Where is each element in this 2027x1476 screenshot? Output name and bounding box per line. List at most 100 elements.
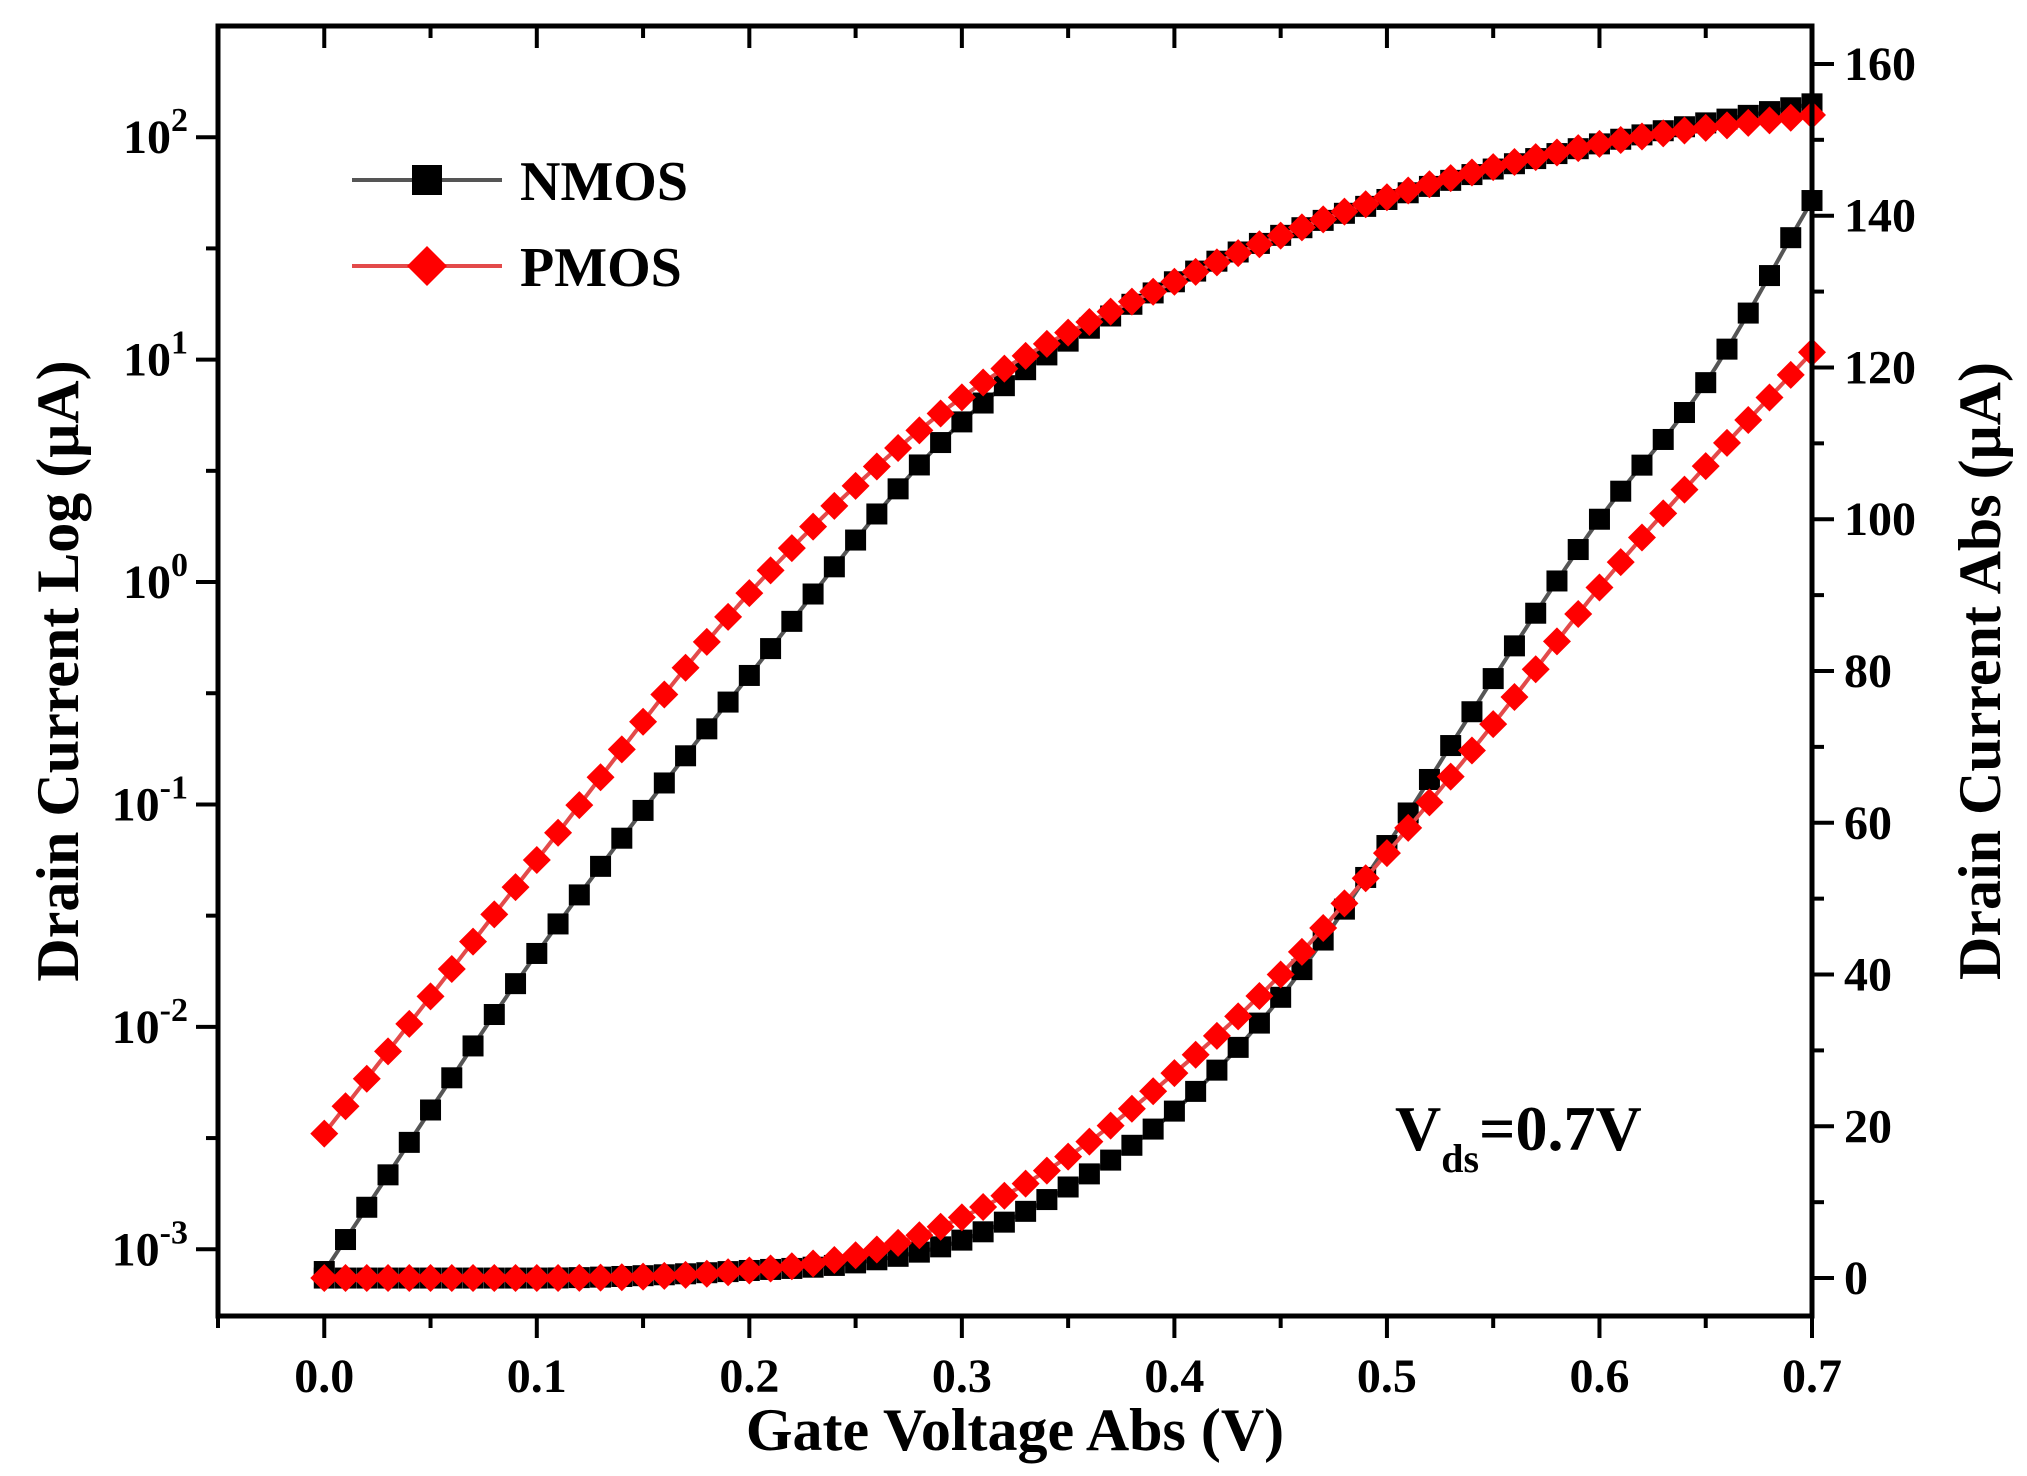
pmos-marker [352, 1064, 381, 1093]
nmos-marker [1737, 302, 1759, 324]
pmos-marker [1054, 1142, 1083, 1171]
pmos-marker [1712, 111, 1741, 140]
nmos-marker [717, 691, 739, 713]
x-axis-title: Gate Voltage Abs (V) [746, 1397, 1284, 1463]
pmos-marker [969, 1193, 998, 1222]
nmos-marker [781, 610, 803, 632]
pmos-marker [1606, 125, 1635, 154]
pmos-marker [1394, 176, 1423, 205]
pmos-marker [735, 579, 764, 608]
pmos-marker [926, 1212, 955, 1241]
nmos-marker [335, 1229, 357, 1251]
nmos-marker [1525, 602, 1547, 624]
nmos-marker [1695, 372, 1717, 394]
nmos-marker [1673, 402, 1695, 424]
nmos-marker [1397, 802, 1419, 824]
nmos-marker [1036, 1189, 1058, 1211]
pmos-marker [1139, 1077, 1168, 1106]
pmos-marker [331, 1264, 360, 1293]
pmos-marker [565, 1263, 594, 1292]
pmos-marker [1096, 1111, 1125, 1140]
pmos-marker [841, 471, 870, 500]
nmos-marker [1503, 635, 1525, 657]
pmos-marker [437, 1264, 466, 1293]
y-right-tick-label: 60 [1844, 797, 1892, 850]
pmos-marker [544, 818, 573, 847]
pmos-marker [522, 1264, 551, 1293]
nmos-marker [1610, 480, 1632, 502]
pmos-marker [544, 1264, 573, 1293]
nmos-marker [1185, 1080, 1207, 1102]
pmos-marker [1776, 360, 1805, 389]
nmos-marker [972, 1221, 994, 1243]
pmos-marker [1564, 599, 1593, 628]
pmos-marker [565, 791, 594, 820]
legend: NMOS PMOS [352, 151, 688, 299]
pmos-marker [692, 627, 721, 656]
pmos-marker [777, 534, 806, 563]
x-tick-label: 0.5 [1357, 1350, 1417, 1403]
pmos-marker [1755, 383, 1784, 412]
nmos-marker [930, 1236, 952, 1258]
nmos-marker [568, 884, 590, 906]
nmos-marker [1206, 1059, 1228, 1081]
pmos-marker [671, 653, 700, 682]
pmos-marker [1627, 122, 1656, 151]
pmos-marker [650, 1261, 679, 1290]
pmos-marker [1330, 889, 1359, 918]
y-right-tick-label: 140 [1844, 190, 1916, 243]
pmos-marker [1266, 960, 1295, 989]
y-right-tick-label: 120 [1844, 341, 1916, 394]
nmos-marker [1227, 1036, 1249, 1058]
pmos-marker [374, 1264, 403, 1293]
pmos-marker [692, 1259, 721, 1288]
y-right-tick-label: 160 [1844, 38, 1916, 91]
nmos-marker [1248, 1012, 1270, 1034]
pmos-marker [735, 1256, 764, 1285]
pmos-marker [947, 383, 976, 412]
pmos-marker [1309, 205, 1338, 234]
nmos-marker [462, 1035, 484, 1057]
pmos-marker [1521, 143, 1550, 172]
nmos-marker [1078, 1163, 1100, 1185]
pmos-marker [947, 1203, 976, 1232]
pmos-marker [395, 1264, 424, 1293]
nmos-marker [505, 973, 527, 995]
pmos-marker [1181, 1040, 1210, 1069]
pmos-marker [416, 982, 445, 1011]
pmos-marker [1479, 153, 1508, 182]
pmos-marker [1734, 108, 1763, 137]
nmos-marker [590, 855, 612, 877]
nmos-marker [526, 942, 548, 964]
nmos-marker [1270, 986, 1292, 1008]
legend-item-pmos: PMOS [352, 237, 682, 299]
nmos-marker [1588, 508, 1610, 530]
nmos-marker [738, 664, 760, 686]
pmos-marker [1755, 106, 1784, 135]
pmos-marker [650, 680, 679, 709]
pmos-marker [990, 354, 1019, 383]
nmos-marker [908, 454, 930, 476]
pmos-marker [884, 1228, 913, 1257]
series-pmos-linear [310, 338, 1826, 1293]
pmos-marker [799, 512, 828, 541]
pmos-marker [905, 1221, 934, 1250]
pmos-marker [884, 434, 913, 463]
nmos-marker [1057, 1176, 1079, 1198]
nmos-marker [908, 1241, 930, 1263]
y-right-tick-label: 0 [1844, 1252, 1868, 1305]
y-axis-right-title: Drain Current Abs (μA) [1947, 362, 2013, 980]
pmos-marker [969, 368, 998, 397]
x-tick-label: 0.2 [719, 1350, 779, 1403]
pmos-marker [1670, 475, 1699, 504]
y-left-tick-label: 102 [123, 102, 188, 164]
pmos-marker [1287, 937, 1316, 966]
pmos-marker [1734, 406, 1763, 435]
nmos-marker [1482, 668, 1504, 690]
pmos-marker [1096, 297, 1125, 326]
pmos-marker [1394, 813, 1423, 842]
nmos-marker [866, 503, 888, 525]
pmos-marker [1372, 839, 1401, 868]
pmos-marker [841, 1241, 870, 1270]
pmos-marker [1351, 864, 1380, 893]
